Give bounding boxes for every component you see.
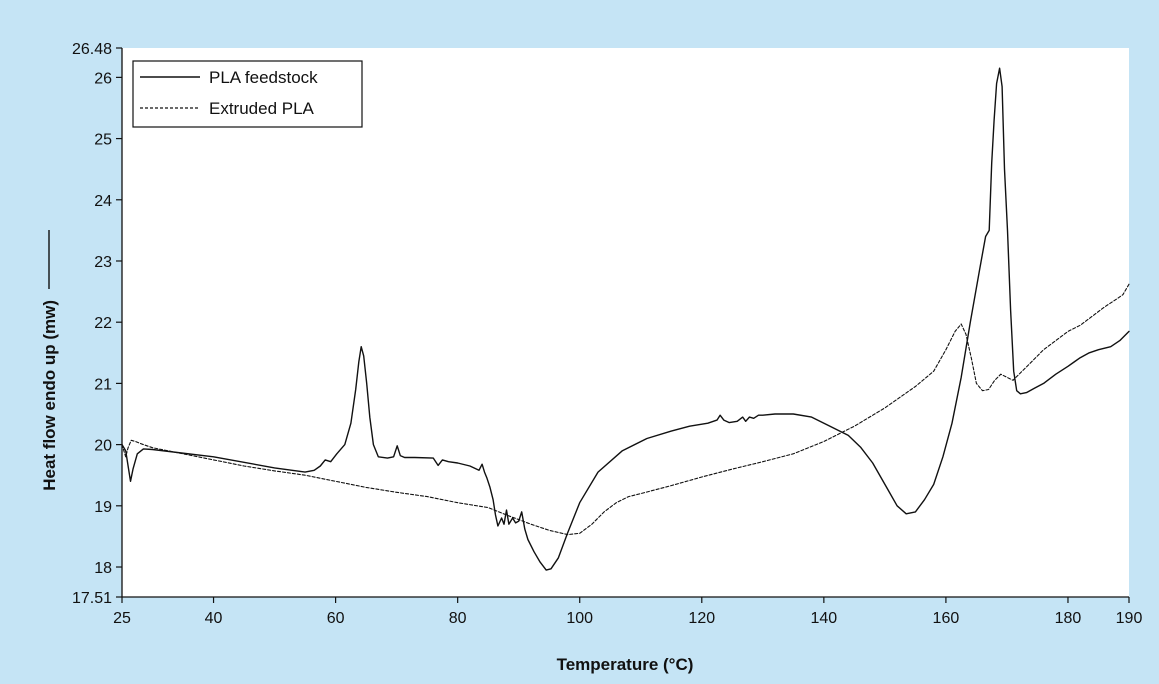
x-tick-label: 140 <box>810 610 837 627</box>
x-tick-label: 190 <box>1116 610 1143 627</box>
series-layer <box>121 67 1130 571</box>
x-tick-label: 40 <box>205 610 223 627</box>
y-tick-label: 22 <box>94 315 112 332</box>
y-tick-label: 21 <box>94 376 112 393</box>
x-tick-label: 100 <box>566 610 593 627</box>
x-tick-label: 25 <box>113 610 131 627</box>
y-ticks: 17.51 18 19 20 21 22 23 24 25 26 26.48 <box>72 41 122 607</box>
x-tick-label: 180 <box>1055 610 1082 627</box>
y-axis-title: Heat flow endo up (mw) <box>40 300 59 491</box>
legend-label-pla-feedstock: PLA feedstock <box>209 68 318 87</box>
y-axis-title-group: Heat flow endo up (mw) <box>40 230 59 491</box>
x-ticks: 25 40 60 80 100 120 140 160 180 190 <box>113 597 1142 627</box>
y-tick-label: 26 <box>94 70 112 87</box>
y-tick-label: 24 <box>94 193 112 210</box>
series-line-pla-feedstock <box>121 67 1130 571</box>
y-tick-label: 20 <box>94 438 112 455</box>
legend-label-extruded-pla: Extruded PLA <box>209 99 315 118</box>
plot-area-background <box>122 48 1129 597</box>
x-tick-label: 160 <box>933 610 960 627</box>
y-tick-label: 18 <box>94 560 112 577</box>
y-tick-label: 17.51 <box>72 590 112 607</box>
legend-box <box>132 60 363 128</box>
series-line-extruded-pla <box>121 283 1130 536</box>
x-tick-label: 80 <box>449 610 467 627</box>
x-tick-label: 60 <box>327 610 345 627</box>
y-tick-label: 23 <box>94 254 112 271</box>
x-tick-label: 120 <box>688 610 715 627</box>
y-tick-label: 19 <box>94 499 112 516</box>
y-tick-label: 26.48 <box>72 41 112 58</box>
x-axis-title: Temperature (°C) <box>557 655 694 674</box>
legend: PLA feedstock Extruded PLA <box>132 60 363 128</box>
y-tick-label: 25 <box>94 132 112 149</box>
